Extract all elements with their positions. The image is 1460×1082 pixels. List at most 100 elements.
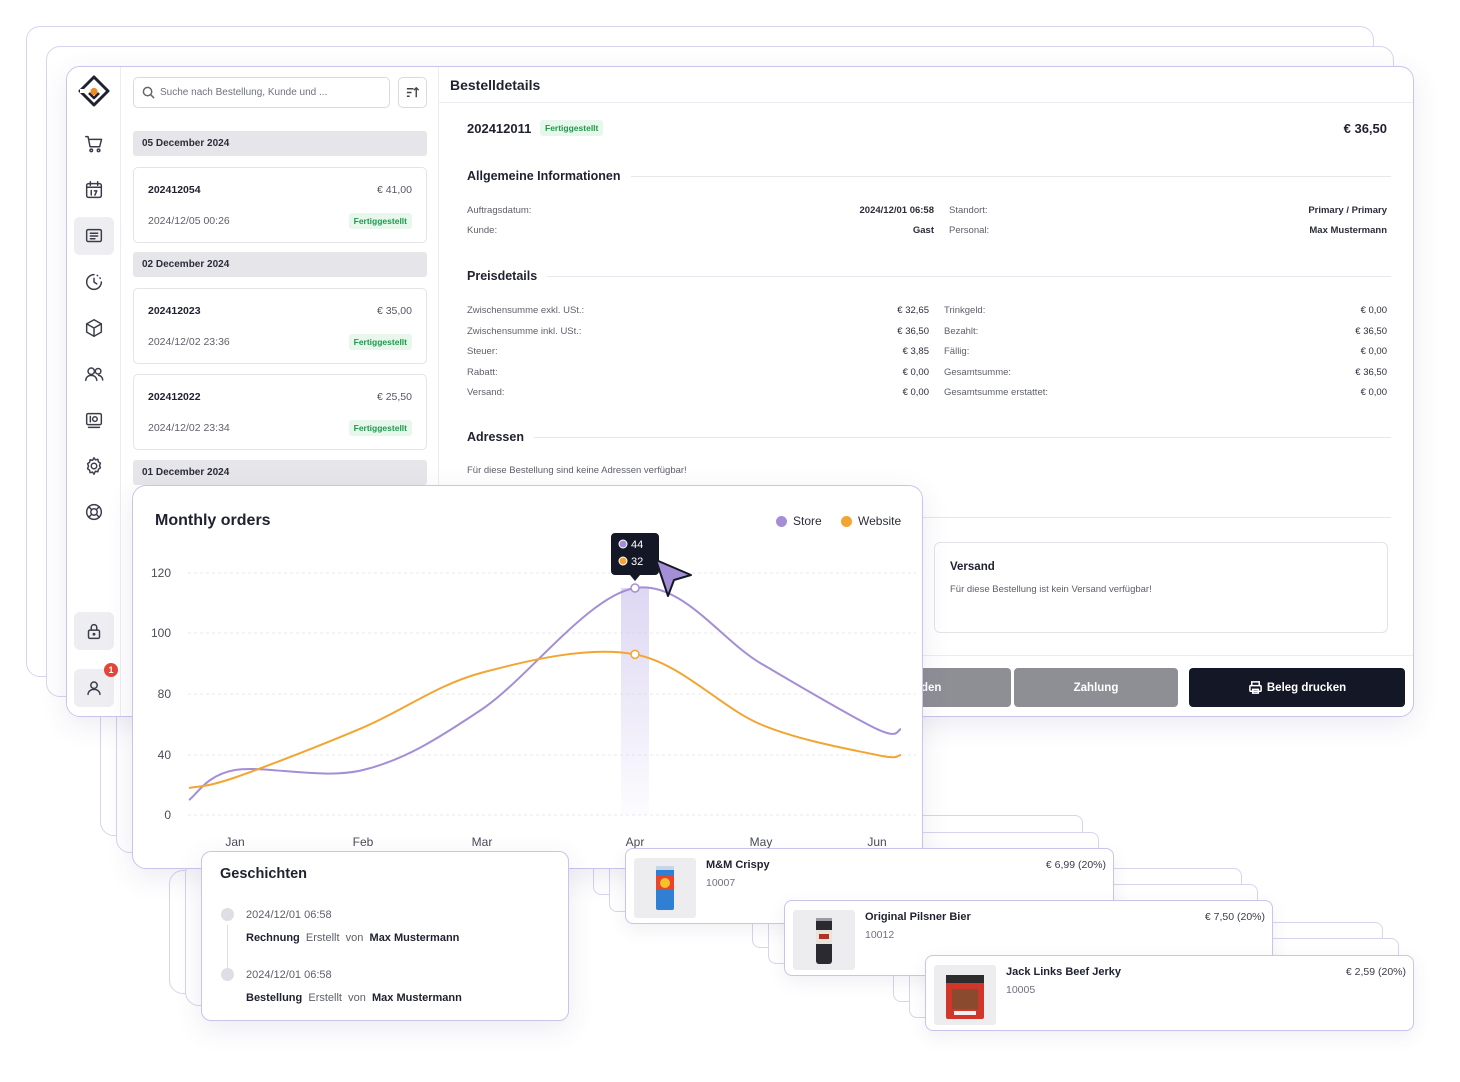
product-price: € 7,50 (20%) [1204, 911, 1265, 923]
nav-register-button[interactable] [74, 401, 114, 439]
timeline-dot [221, 968, 234, 981]
story-by: von [345, 932, 364, 944]
partial-action-label: den [921, 681, 942, 694]
price-value: € 36,50 [897, 325, 929, 337]
divider [467, 276, 1391, 277]
y-tick-label: 40 [158, 748, 172, 762]
chart-title: Monthly orders [155, 512, 271, 529]
order-time: 2024/12/05 00:26 [148, 215, 230, 227]
price-value: € 3,85 [902, 346, 929, 357]
product-image [634, 858, 696, 918]
story-action: Erstellt [308, 992, 342, 1004]
status-badge: Fertiggestellt [348, 213, 412, 229]
order-list-panel: Suche nach Bestellung, Kunde und ... 05 … [121, 67, 439, 716]
info-value: Primary / Primary [1308, 205, 1387, 216]
search-input[interactable]: Suche nach Bestellung, Kunde und ... [133, 77, 390, 108]
order-list-item[interactable]: 202412054 € 41,00 2024/12/05 00:26 Ferti… [133, 167, 427, 243]
product-name: Original Pilsner Bier [865, 911, 971, 923]
price-value: € 36,50 [1355, 366, 1387, 378]
order-number: 202412022 [148, 391, 201, 403]
price-value: € 0,00 [1360, 387, 1387, 398]
nav-support-button[interactable] [74, 493, 114, 531]
order-list-item[interactable]: 202412022 € 25,50 2024/12/02 23:34 Ferti… [133, 374, 427, 450]
product-name: M&M Crispy [706, 859, 770, 871]
order-list-item[interactable]: 202412023 € 35,00 2024/12/02 23:36 Ferti… [133, 288, 427, 364]
tooltip-value: 32 [631, 556, 643, 568]
price-label: Rabatt: [467, 366, 498, 378]
legend-swatch-store [776, 515, 787, 527]
date-group-header: 02 December 2024 [133, 252, 427, 277]
order-amount: € 25,50 [376, 391, 412, 403]
nav-lock-button[interactable] [74, 612, 114, 650]
order-detail-panel: Bestelldetails 202412011 Fertiggestellt … [439, 67, 1413, 716]
search-icon [142, 86, 155, 99]
price-label: Zwischensumme exkl. USt.: [467, 305, 585, 316]
x-tick-label: Apr [626, 835, 645, 849]
price-value: € 36,50 [1355, 325, 1387, 337]
divider [467, 437, 1391, 438]
cash-register-icon [85, 412, 103, 429]
printer-icon [1249, 681, 1262, 694]
sort-icon [406, 86, 420, 98]
info-label: Personal: [949, 225, 990, 236]
y-tick-label: 0 [164, 808, 171, 822]
nav-profile-button[interactable]: 1 [74, 663, 118, 707]
nav-products-button[interactable] [74, 309, 114, 347]
info-label: Kunde: [467, 225, 498, 236]
product-card[interactable]: M&M Crispy 10007 € 6,99 (20%) [625, 848, 1114, 924]
section-title-addresses: Adressen [467, 430, 534, 444]
clock-history-icon [85, 273, 103, 291]
addresses-empty-text: Für diese Bestellung sind keine Adressen… [467, 465, 687, 476]
sort-button[interactable] [398, 77, 427, 108]
nav-cart-button[interactable] [74, 125, 114, 163]
tooltip-swatch [618, 556, 628, 566]
nav-settings-button[interactable] [74, 447, 114, 485]
info-value: 2024/12/01 06:58 [859, 205, 934, 216]
lock-icon [87, 623, 101, 640]
series-point-store [630, 583, 640, 593]
price-label: Bezahlt: [944, 325, 979, 337]
story-date: 2024/12/01 06:58 [246, 909, 332, 921]
order-total: € 36,50 [1343, 121, 1387, 136]
product-sku: 10007 [706, 877, 736, 889]
divider [467, 517, 1391, 518]
lifebuoy-icon [85, 503, 103, 521]
price-label: Versand: [467, 387, 505, 398]
story-object: Bestellung [246, 992, 303, 1004]
legend-label-store: Store [793, 514, 822, 528]
nav-orders-button[interactable] [74, 217, 114, 255]
tooltip-value: 44 [631, 539, 643, 551]
nav-history-button[interactable] [74, 263, 114, 301]
timeline-dot [221, 908, 234, 921]
product-image [793, 910, 855, 970]
section-title-price: Preisdetails [467, 269, 548, 283]
payment-button[interactable]: Zahlung [1014, 668, 1178, 707]
y-tick-label: 100 [151, 626, 171, 640]
payment-button-label: Zahlung [1073, 681, 1119, 694]
timeline-line [227, 925, 228, 975]
product-name: Jack Links Beef Jerky [1006, 966, 1121, 978]
price-label: Steuer: [467, 346, 498, 357]
stories-title: Geschichten [220, 866, 308, 882]
print-receipt-button[interactable]: Beleg drucken [1189, 668, 1405, 707]
app-logo-icon[interactable] [75, 73, 113, 111]
calendar-icon [85, 181, 103, 199]
order-amount: € 35,00 [376, 305, 412, 317]
receipt-list-icon [85, 228, 103, 243]
nav-customers-button[interactable] [74, 355, 114, 393]
search-placeholder: Suche nach Bestellung, Kunde und ... [160, 87, 328, 98]
info-label: Auftragsdatum: [467, 205, 532, 216]
story-by: von [348, 992, 366, 1004]
legend-item-website: Website [841, 514, 901, 528]
nav-calendar-button[interactable] [74, 171, 114, 209]
notification-badge: 1 [104, 663, 118, 677]
series-line-website [188, 650, 902, 789]
product-card[interactable]: Jack Links Beef Jerky 10005 € 2,59 (20%) [925, 955, 1414, 1031]
story-text: Rechnung Erstellt von Max Mustermann [246, 932, 459, 944]
order-number: 202412054 [148, 184, 201, 196]
product-sku: 10012 [865, 929, 895, 941]
product-price: € 6,99 (20%) [1045, 859, 1106, 871]
order-amount: € 41,00 [376, 184, 412, 196]
print-button-label: Beleg drucken [1266, 681, 1347, 694]
legend-swatch-website [841, 515, 852, 527]
